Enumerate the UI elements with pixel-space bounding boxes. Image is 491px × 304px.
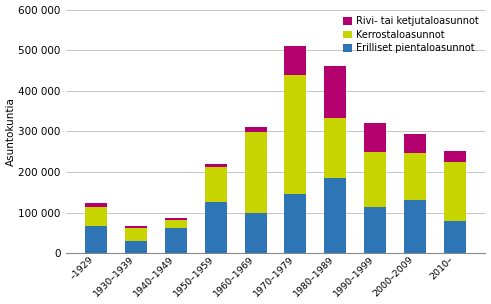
- Bar: [205, 164, 226, 167]
- Bar: [84, 203, 107, 206]
- Bar: [444, 162, 466, 221]
- Bar: [444, 221, 466, 253]
- Bar: [325, 178, 347, 253]
- Y-axis label: Asuntokuntia: Asuntokuntia: [5, 97, 16, 166]
- Bar: [284, 46, 306, 75]
- Bar: [164, 228, 187, 253]
- Bar: [444, 151, 466, 162]
- Legend: Rivi- tai ketjutaloasunnot, Kerrostaloasunnot, Erilliset pientaloasunnot: Rivi- tai ketjutaloasunnot, Kerrostaloas…: [341, 14, 481, 55]
- Bar: [364, 123, 386, 152]
- Bar: [205, 202, 226, 253]
- Bar: [84, 226, 107, 253]
- Bar: [284, 194, 306, 253]
- Bar: [125, 228, 147, 241]
- Bar: [125, 241, 147, 253]
- Bar: [245, 132, 267, 213]
- Bar: [125, 226, 147, 228]
- Bar: [245, 213, 267, 253]
- Bar: [405, 200, 426, 253]
- Bar: [205, 167, 226, 202]
- Bar: [164, 218, 187, 220]
- Bar: [364, 206, 386, 253]
- Bar: [84, 206, 107, 226]
- Bar: [284, 75, 306, 194]
- Bar: [245, 127, 267, 132]
- Bar: [325, 66, 347, 118]
- Bar: [405, 153, 426, 200]
- Bar: [325, 118, 347, 178]
- Bar: [405, 134, 426, 153]
- Bar: [364, 152, 386, 206]
- Bar: [164, 220, 187, 228]
